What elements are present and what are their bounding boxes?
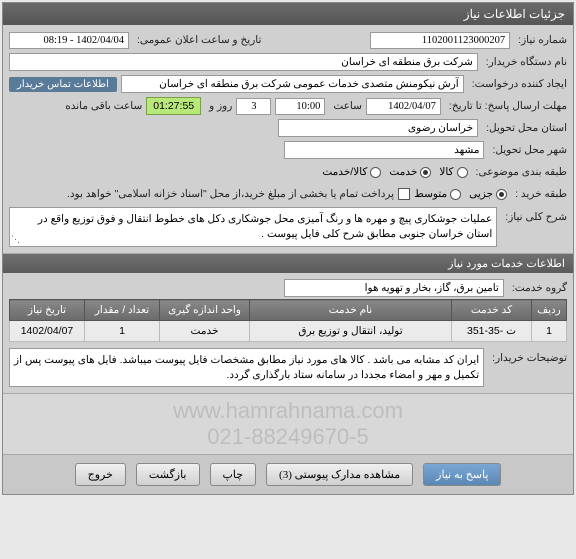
radio-medium[interactable]: متوسط — [414, 188, 461, 200]
cell-name: تولید، انتقال و توزیع برق — [250, 321, 452, 342]
payment-checkbox[interactable] — [398, 188, 410, 200]
radio-icon — [370, 167, 381, 178]
purchase-type-group: جزیی متوسط — [414, 188, 507, 200]
resize-handle-icon[interactable]: ⋰ — [11, 234, 20, 245]
respond-button[interactable]: پاسخ به نیاز — [423, 463, 501, 486]
col-qty: تعداد / مقدار — [85, 300, 160, 321]
need-number-value: 1102001123000207 — [370, 32, 510, 49]
row-buyer-desc: توضیحات خریدار: ایران کد مشابه می باشد .… — [9, 346, 567, 389]
contact-info-link[interactable]: اطلاعات تماس خریدار — [9, 77, 117, 92]
radio-goods-service[interactable]: کالا/خدمت — [322, 166, 381, 178]
city-label: شهر محل تحویل: — [488, 144, 567, 156]
buyer-desc-label: توضیحات خریدار: — [488, 348, 567, 364]
goods-service-option-label: کالا/خدمت — [322, 166, 367, 178]
col-unit: واحد اندازه گیری — [160, 300, 250, 321]
col-date: تاریخ نیاز — [10, 300, 85, 321]
key-desc-text[interactable]: عملیات جوشکاری پیچ و مهره ها و رنگ آمیزی… — [9, 207, 497, 247]
back-button[interactable]: بازگشت — [136, 463, 200, 486]
attachments-button[interactable]: مشاهده مدارک پیوستی (3) — [266, 463, 413, 486]
radio-goods[interactable]: کالا — [439, 166, 467, 178]
col-name: نام خدمت — [250, 300, 452, 321]
service-option-label: خدمت — [389, 166, 417, 178]
watermark-area: www.hamrahnama.com 021-88249670-5 — [3, 394, 573, 454]
need-number-label: شماره نیاز: — [514, 34, 567, 46]
buyer-desc-text: ایران کد مشابه می باشد . کالا های مورد ن… — [9, 348, 484, 387]
topic-class-label: طبقه بندی موضوعی: — [472, 166, 567, 178]
row-topic-class: طبقه بندی موضوعی: کالا خدمت کالا/خدمت — [9, 161, 567, 183]
radio-icon — [496, 189, 507, 200]
service-group-value: تامین برق، گاز، بخار و تهویه هوا — [284, 279, 504, 297]
cell-unit: خدمت — [160, 321, 250, 342]
window-title-bar: جزئیات اطلاعات نیاز — [3, 3, 573, 25]
row-city: شهر محل تحویل: مشهد — [9, 139, 567, 161]
details-section: شماره نیاز: 1102001123000207 تاریخ و ساع… — [3, 25, 573, 254]
purchase-type-label: طبقه خرید : — [511, 188, 567, 200]
topic-class-group: کالا خدمت کالا/خدمت — [322, 166, 467, 178]
services-section-title: اطلاعات خدمات مورد نیاز — [3, 254, 573, 273]
radio-partial[interactable]: جزیی — [469, 188, 507, 200]
remaining-label: ساعت باقی مانده — [61, 100, 142, 112]
service-group-label: گروه خدمت: — [508, 282, 567, 294]
deadline-time: 10:00 — [275, 98, 325, 115]
partial-option-label: جزیی — [469, 188, 493, 200]
radio-icon — [457, 167, 468, 178]
window-title: جزئیات اطلاعات نیاز — [464, 7, 565, 21]
watermark-text: www.hamrahnama.com 021-88249670-5 — [173, 398, 403, 450]
row-buyer-name: نام دستگاه خریدار: شرکت برق منطقه ای خرا… — [9, 51, 567, 73]
row-creator: ایجاد کننده درخواست: آرش نیکومنش متصدی خ… — [9, 73, 567, 95]
goods-option-label: کالا — [439, 166, 453, 178]
watermark-line2: 021-88249670-5 — [173, 424, 403, 450]
row-key-desc: شرح کلی نیاز: عملیات جوشکاری پیچ و مهره … — [9, 205, 567, 249]
city-value: مشهد — [284, 141, 484, 159]
cell-index: 1 — [532, 321, 567, 342]
radio-service[interactable]: خدمت — [389, 166, 431, 178]
deadline-date: 1402/04/07 — [366, 98, 441, 115]
time-label: ساعت — [329, 100, 362, 112]
main-container: جزئیات اطلاعات نیاز شماره نیاز: 11020011… — [2, 2, 574, 495]
row-province: استان محل تحویل: خراسان رضوی — [9, 117, 567, 139]
print-button[interactable]: چاپ — [210, 463, 257, 486]
services-section: گروه خدمت: تامین برق، گاز، بخار و تهویه … — [3, 273, 573, 394]
buyer-name-value: شرکت برق منطقه ای خراسان — [9, 53, 478, 71]
table-row: 1 ت -35-351 تولید، انتقال و توزیع برق خد… — [10, 321, 567, 342]
payment-note: پرداخت تمام یا بخشی از مبلغ خرید،از محل … — [63, 188, 394, 200]
creator-label: ایجاد کننده درخواست: — [468, 78, 567, 90]
countdown-timer: 01:27:55 — [146, 97, 201, 115]
watermark-line1: www.hamrahnama.com — [173, 398, 403, 424]
cell-date: 1402/04/07 — [10, 321, 85, 342]
table-header-row: ردیف کد خدمت نام خدمت واحد اندازه گیری ت… — [10, 300, 567, 321]
services-table: ردیف کد خدمت نام خدمت واحد اندازه گیری ت… — [9, 299, 567, 342]
col-index: ردیف — [532, 300, 567, 321]
creator-value: آرش نیکومنش متصدی خدمات عمومی شرکت برق م… — [121, 75, 464, 93]
cell-qty: 1 — [85, 321, 160, 342]
province-value: خراسان رضوی — [278, 119, 478, 137]
announce-label: تاریخ و ساعت اعلان عمومی: — [133, 34, 261, 46]
button-bar: پاسخ به نیاز مشاهده مدارک پیوستی (3) چاپ… — [3, 454, 573, 494]
exit-button[interactable]: خروج — [75, 463, 126, 486]
medium-option-label: متوسط — [414, 188, 447, 200]
row-purchase-type: طبقه خرید : جزیی متوسط پرداخت تمام یا بخ… — [9, 183, 567, 205]
col-code: کد خدمت — [452, 300, 532, 321]
key-desc-label: شرح کلی نیاز: — [501, 207, 567, 223]
deadline-label: مهلت ارسال پاسخ: تا تاریخ: — [445, 100, 567, 112]
radio-icon — [450, 189, 461, 200]
days-count: 3 — [236, 98, 271, 115]
province-label: استان محل تحویل: — [482, 122, 567, 134]
days-label: روز و — [205, 100, 232, 112]
row-service-group: گروه خدمت: تامین برق، گاز، بخار و تهویه … — [9, 277, 567, 299]
radio-icon — [420, 167, 431, 178]
row-deadline: مهلت ارسال پاسخ: تا تاریخ: 1402/04/07 سا… — [9, 95, 567, 117]
cell-code: ت -35-351 — [452, 321, 532, 342]
announce-value: 1402/04/04 - 08:19 — [9, 32, 129, 49]
buyer-name-label: نام دستگاه خریدار: — [482, 56, 567, 68]
row-need-number: شماره نیاز: 1102001123000207 تاریخ و ساع… — [9, 29, 567, 51]
